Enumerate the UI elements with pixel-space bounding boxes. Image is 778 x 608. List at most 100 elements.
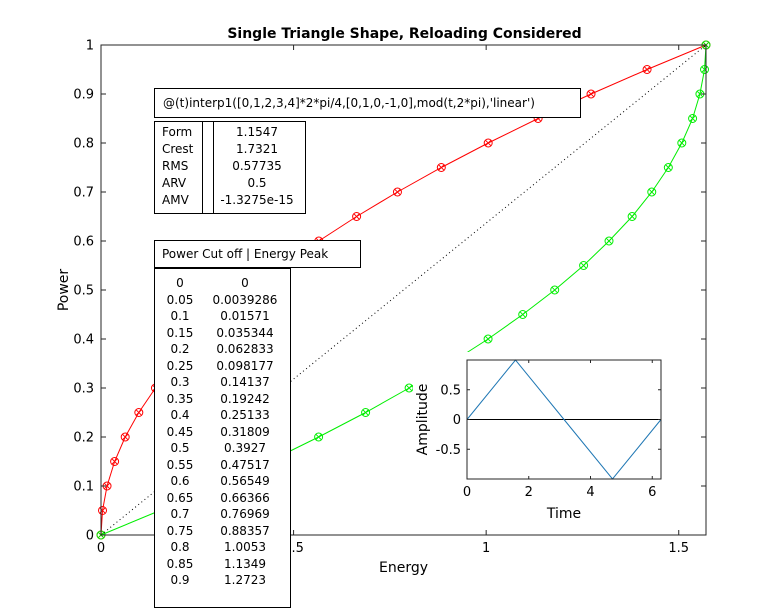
data-point [642,65,652,74]
stats-row: RMS 0.57735 [155,158,305,175]
data-point-circle [550,285,560,295]
data-point-cross [111,458,118,465]
y-tick-label: 0.1 [73,480,94,495]
power-table-row: 0.05 0.0039286 [155,292,290,309]
inset-y-tick-label: 0 [453,413,461,428]
data-point [677,138,687,148]
power-table-row: 0.7 0.76969 [155,506,290,523]
data-point-circle [352,212,362,221]
data-point-circle [98,506,108,515]
stats-row: Form 1.1547 [155,124,305,141]
stats-row: ARV 0.5 [155,175,305,192]
inset-x-tick-label: 2 [525,485,533,500]
data-point-cross [643,66,651,73]
power-cutoff-value: 0.45 [166,424,194,439]
data-point-circle [604,236,614,246]
data-point-cross [519,311,526,318]
data-point-circle [663,163,673,172]
energy-peak-value: 0.19242 [220,391,270,406]
data-point [483,334,493,344]
power-cutoff-value: 0.6 [170,474,190,488]
data-point [436,163,446,172]
data-point-cross [587,90,595,98]
data-point-cross [665,164,672,171]
energy-peak-value: 0.14137 [220,375,270,389]
inset-y-tick-label: 0.5 [440,383,461,398]
y-tick-label: 0.8 [73,137,94,152]
power-table-row: 0.6 0.56549 [155,473,290,490]
energy-peak-value: 1.2723 [224,573,266,587]
expression-text: @(t)interp1([0,1,2,3,4]*2*pi/4,[0,1,0,-1… [163,96,535,110]
x-tick-label: 1 [482,541,490,556]
data-point-cross [405,384,413,392]
power-cutoff-value: 0.55 [166,457,194,472]
data-point-circle [314,432,324,442]
power-cutoff-value: 0.35 [166,391,194,406]
data-point-circle [436,163,446,172]
data-point-circle [647,187,657,197]
energy-peak-value: 0.31809 [220,424,270,439]
inset-series-line [466,359,662,480]
y-tick-label: 0.7 [73,186,94,201]
power-table-row: 0.5 0.3927 [155,440,290,457]
stats-value: -1.3275e-15 [220,193,294,207]
power-table-header: Power Cut off | Energy Peak [154,240,361,268]
data-point-circle [134,408,144,417]
power-table-row: 0.85 1.1349 [155,556,290,573]
stats-value: 0.5 [247,176,267,190]
y-tick-label: 0 [86,529,94,544]
stats-row: Crest 1.7321 [155,141,305,158]
stats-divider [202,122,203,213]
stats-label: Form [162,125,193,139]
data-point-cross [678,139,685,147]
power-cutoff-value: 0.8 [170,540,190,554]
data-point-circle [688,114,698,123]
data-point-cross [353,213,360,220]
power-table-row: 0.8 1.0053 [155,539,290,556]
power-cutoff-value: 0.05 [166,292,194,307]
data-point-cross [485,139,492,147]
data-point-cross [315,433,322,441]
power-table-row: 0.55 0.47517 [155,457,290,474]
y-axis-label: Power [56,269,72,312]
data-point [604,236,614,246]
data-point-cross [648,188,655,196]
data-point [627,212,637,221]
stats-value: 1.7321 [236,142,278,156]
power-table-row: 0.45 0.31809 [155,424,290,441]
inset-x-tick-label: 4 [586,485,594,500]
data-point [361,408,371,417]
power-cutoff-value: 0.75 [166,523,194,538]
data-point-cross [122,433,129,441]
y-tick-label: 0.4 [73,333,94,348]
energy-peak-value: 0.01571 [220,309,270,323]
power-table-row: 0.15 0.035344 [155,325,290,342]
power-cutoff-value: 0.3 [170,375,190,389]
data-point-cross [689,115,696,122]
inset-x-tick-label: 6 [648,485,656,500]
stats-label: AMV [162,193,189,207]
power-table-row: 0.3 0.14137 [155,374,290,391]
data-point [352,212,362,221]
energy-peak-value: 1.1349 [224,556,266,571]
energy-peak-value: 0.0039286 [212,292,278,307]
chart-title: Single Triangle Shape, Reloading Conside… [227,26,581,42]
stats-box: Form 1.1547 Crest 1.7321 RMS 0.57735 ARV 0.5 AMV… [154,121,306,214]
data-point [688,114,698,123]
data-point-circle [483,138,493,148]
stats-label: Crest [162,142,194,156]
x-tick-label: 1.5 [668,541,689,556]
power-cutoff-value: 0.7 [170,507,190,521]
data-point-cross [605,237,613,245]
x-axis-label: Energy [379,560,428,576]
y-tick-label: 1 [86,39,94,54]
x-tick-label: 0 [97,541,105,556]
expression-box: @(t)interp1([0,1,2,3,4]*2*pi/4,[0,1,0,-1… [154,88,581,118]
energy-peak-value: 0.76969 [220,507,270,521]
energy-peak-value: 0.88357 [220,523,270,538]
data-point [483,138,493,148]
power-table-row: 0.75 0.88357 [155,523,290,540]
data-point [314,432,324,442]
data-point [392,187,402,197]
